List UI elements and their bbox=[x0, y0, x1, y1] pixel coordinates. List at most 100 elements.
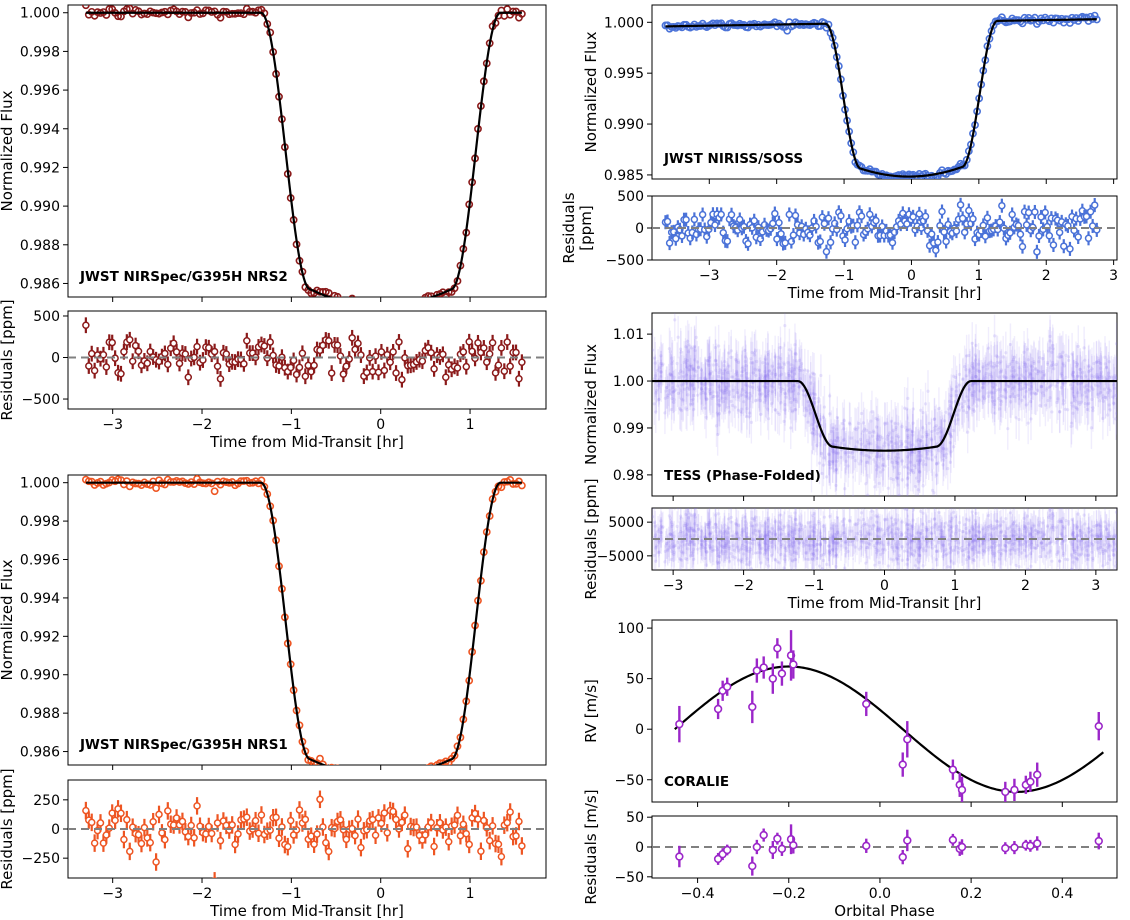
tess-resid-point bbox=[1107, 523, 1111, 527]
tess-point bbox=[1008, 342, 1013, 347]
tess-point bbox=[767, 375, 771, 379]
tess-point bbox=[731, 375, 735, 379]
tess-resid-point bbox=[1114, 510, 1117, 514]
niriss-resid-point bbox=[789, 231, 798, 239]
nrs2-resid-xtick-label: −3 bbox=[102, 417, 123, 433]
tess-point bbox=[749, 420, 754, 424]
tess-point bbox=[930, 458, 934, 462]
tess-point bbox=[690, 383, 695, 387]
tess-point bbox=[792, 384, 797, 388]
tess-point bbox=[672, 398, 676, 402]
tess-point bbox=[815, 432, 819, 436]
tess-resid-point bbox=[919, 509, 923, 513]
tess-point bbox=[1038, 370, 1042, 374]
tess-point bbox=[990, 395, 995, 400]
tess-point bbox=[1071, 404, 1075, 408]
tess-point bbox=[665, 393, 670, 398]
tess-point bbox=[684, 373, 688, 377]
nrs1-resid-point bbox=[301, 815, 310, 824]
nrs1-resid-point bbox=[515, 817, 523, 826]
tess-point bbox=[953, 375, 958, 380]
tess-point bbox=[1090, 373, 1094, 377]
nrs1-resid-point bbox=[404, 845, 412, 853]
tess-resid-point bbox=[1050, 559, 1054, 563]
tess-point bbox=[1010, 392, 1015, 396]
tess-point bbox=[1103, 355, 1107, 359]
tess-point bbox=[784, 395, 788, 399]
tess-point bbox=[689, 377, 693, 381]
tess-point bbox=[797, 385, 801, 389]
tess-point bbox=[844, 452, 848, 456]
tess-resid-point bbox=[749, 548, 753, 552]
tess-point bbox=[727, 364, 731, 368]
tess-point bbox=[741, 393, 746, 397]
tess-resid-point bbox=[766, 557, 770, 561]
tess-point bbox=[872, 458, 876, 462]
tess-point bbox=[1078, 374, 1082, 378]
tess-point bbox=[685, 408, 689, 412]
tess-point bbox=[747, 415, 751, 419]
tess-point bbox=[680, 374, 684, 378]
tess-resid-point bbox=[1018, 541, 1022, 545]
tess-point bbox=[765, 385, 769, 389]
tess-point bbox=[989, 390, 993, 394]
tess-point bbox=[1024, 365, 1029, 369]
tess-point bbox=[749, 394, 753, 398]
nrs1-resid-point bbox=[146, 838, 154, 847]
nrs1-point bbox=[326, 767, 332, 773]
niriss-resid-point bbox=[711, 221, 719, 229]
tess-point bbox=[770, 390, 774, 394]
tess-point bbox=[773, 407, 777, 412]
tess-point bbox=[812, 414, 816, 418]
tess-point bbox=[1010, 365, 1014, 369]
tess-resid-point bbox=[681, 550, 685, 554]
tess-point bbox=[930, 453, 934, 457]
nrs1-resid-point bbox=[392, 815, 400, 824]
tess-point bbox=[831, 449, 835, 454]
tess-resid-point bbox=[810, 552, 814, 556]
tess-point bbox=[1054, 362, 1058, 367]
tess-point bbox=[693, 348, 697, 352]
tess-point bbox=[654, 391, 658, 395]
nrs1-point bbox=[431, 766, 437, 772]
tess-point bbox=[990, 391, 994, 395]
tess-point bbox=[1107, 371, 1111, 375]
tess-resid-point bbox=[726, 556, 730, 560]
niriss-resid-point bbox=[837, 212, 845, 220]
tess-resid-point bbox=[792, 529, 797, 533]
tess-point bbox=[669, 373, 673, 377]
tess-point bbox=[670, 362, 674, 366]
tess-point bbox=[925, 434, 929, 439]
nrs1-resid-point bbox=[96, 819, 105, 827]
tess-point bbox=[1050, 410, 1054, 414]
tess-point bbox=[810, 431, 815, 435]
tess-point bbox=[653, 374, 657, 378]
tess-resid-point bbox=[1040, 535, 1044, 539]
tess-point bbox=[1032, 360, 1036, 364]
tess-point bbox=[865, 438, 870, 442]
tess-point bbox=[944, 410, 948, 414]
tess-resid-point bbox=[1078, 554, 1082, 558]
tess-point bbox=[1114, 393, 1117, 398]
niriss-resid-xtick-label: 3 bbox=[1109, 268, 1118, 284]
tess-resid-point bbox=[743, 545, 747, 549]
tess-point bbox=[717, 385, 721, 389]
niriss-resid-point bbox=[750, 217, 758, 225]
tess-point bbox=[674, 388, 678, 392]
tess-point bbox=[745, 371, 749, 375]
tess-point bbox=[880, 436, 884, 440]
tess-resid-point bbox=[667, 544, 671, 548]
niriss-main-ytick-label: 0.985 bbox=[604, 168, 644, 184]
tess-point bbox=[992, 402, 996, 407]
tess-point bbox=[707, 359, 711, 364]
tess-point bbox=[957, 372, 962, 377]
tess-point bbox=[793, 366, 797, 370]
tess-point bbox=[1085, 395, 1089, 399]
tess-point bbox=[904, 445, 908, 449]
tess-point bbox=[735, 391, 740, 395]
nrs2-resid-point bbox=[210, 347, 219, 356]
tess-point bbox=[968, 406, 972, 410]
tess-point bbox=[806, 369, 810, 373]
tess-point bbox=[682, 375, 686, 379]
nrs2-resid-point bbox=[339, 370, 348, 378]
